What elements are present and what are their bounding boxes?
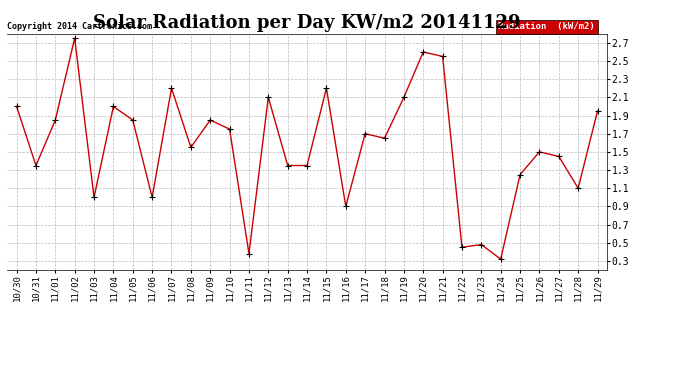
Text: Radiation  (kW/m2): Radiation (kW/m2) (498, 22, 595, 32)
Text: Copyright 2014 Cartronics.com: Copyright 2014 Cartronics.com (7, 22, 152, 32)
Title: Solar Radiation per Day KW/m2 20141129: Solar Radiation per Day KW/m2 20141129 (93, 14, 521, 32)
